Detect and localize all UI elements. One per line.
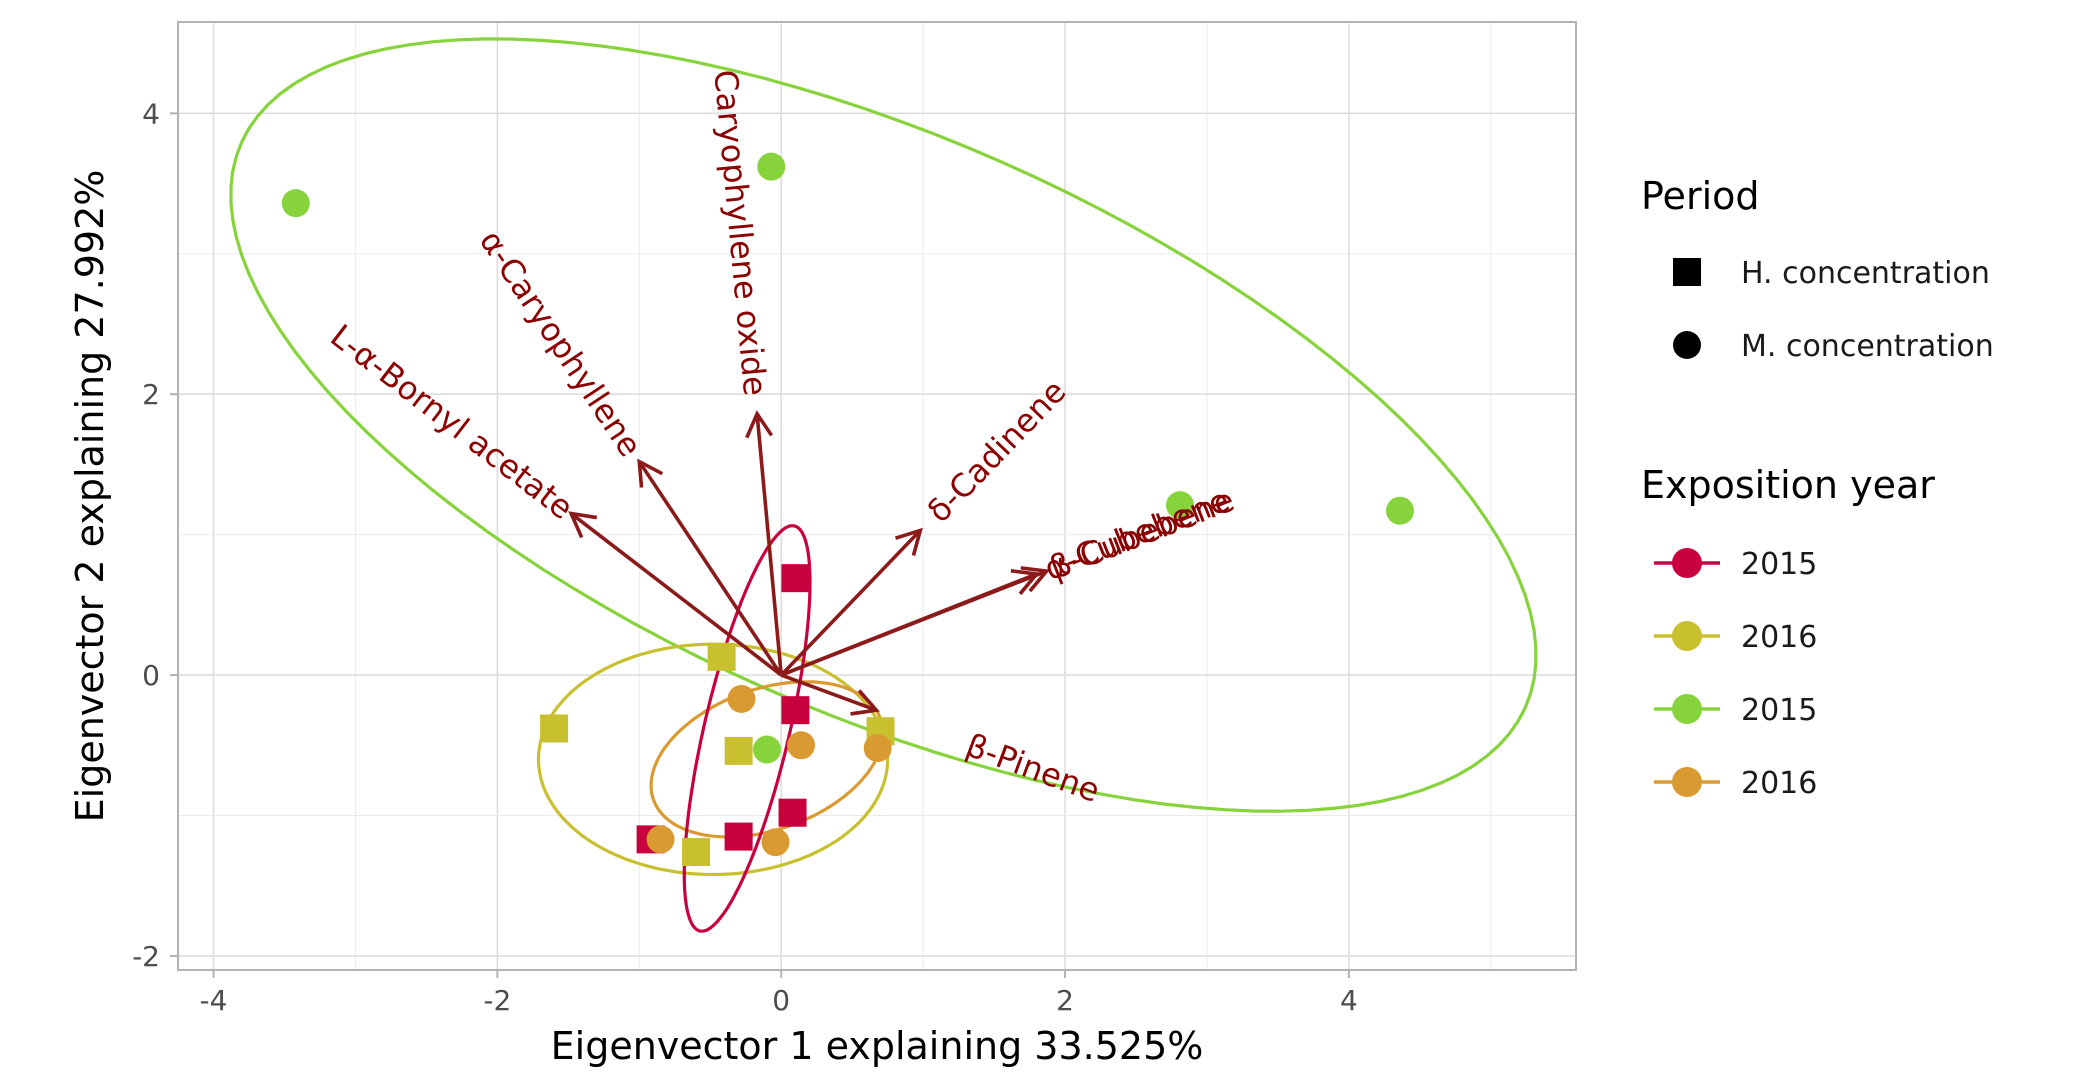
data-point-circle (646, 825, 675, 854)
legend-key-square (1673, 258, 1701, 286)
axis-ticks: -4 -2 0 2 4 -2 0 2 4 (132, 97, 1358, 1017)
data-point-square (781, 696, 810, 725)
y-tick-label: -2 (132, 940, 160, 973)
loading-arrow (780, 673, 880, 716)
x-tick-label: -2 (483, 984, 511, 1017)
confidence-ellipses (229, 37, 1538, 933)
data-point-circle (761, 828, 790, 857)
y-tick-label: 0 (142, 659, 160, 692)
loading-arrow (745, 410, 783, 676)
legend-entry-color: 2015 (1654, 547, 1817, 582)
data-point-square (682, 838, 711, 867)
legend-entry-shape: H. concentration (1673, 256, 1990, 291)
confidence-ellipse (682, 524, 812, 933)
data-point-circle (281, 189, 310, 218)
x-tick-label: 0 (772, 984, 790, 1017)
data-point-circle (863, 734, 892, 763)
loading-arrow (780, 568, 1041, 677)
arrow-head (894, 527, 923, 556)
y-tick-label: 2 (142, 378, 160, 411)
data-point-circle (757, 152, 786, 181)
legend-entry-color: 2016 (1654, 766, 1817, 801)
x-tick-label: 4 (1340, 984, 1358, 1017)
arrow-head (1020, 566, 1051, 593)
arrow-shaft (780, 572, 1038, 677)
legend-key-dot (1672, 767, 1702, 797)
legend-title-period: Period (1641, 174, 1760, 218)
legend-label: M. concentration (1741, 329, 1994, 364)
y-axis-title: Eigenvector 2 explaining 27.992% (68, 170, 112, 823)
legend-key-circle (1673, 331, 1701, 359)
arrow-head (568, 511, 598, 539)
arrow-shaft (779, 529, 922, 677)
arrow-shaft (637, 460, 783, 677)
legend-key-dot (1672, 548, 1702, 578)
arrow-shaft (755, 413, 783, 676)
plot-border (177, 21, 1577, 971)
arrow-head (1010, 568, 1041, 596)
legend-label: 2015 (1741, 547, 1817, 582)
legend-key-dot (1672, 694, 1702, 724)
x-axis-title: Eigenvector 1 explaining 33.525% (551, 1024, 1204, 1068)
legend-label: 2016 (1741, 766, 1817, 801)
data-point-circle (753, 735, 782, 764)
confidence-ellipse (536, 642, 890, 877)
data-point-square (724, 736, 753, 765)
legend-title-exposition-year: Exposition year (1641, 463, 1935, 507)
x-tick-label: -4 (200, 984, 228, 1017)
legend-shape-entries: H. concentration M. concentration (1673, 256, 1994, 364)
x-tick-label: 2 (1056, 984, 1074, 1017)
data-points (281, 152, 1415, 867)
arrow-head (745, 410, 774, 439)
data-point-circle (787, 731, 816, 760)
data-point-square (781, 564, 810, 593)
data-point-circle (727, 684, 756, 713)
data-point-circle (1166, 491, 1195, 520)
legend-label: H. concentration (1741, 256, 1990, 291)
legend-entry-shape: M. concentration (1673, 329, 1994, 364)
plot-panel (178, 22, 1576, 970)
data-point-square (778, 798, 807, 827)
arrow-head (637, 458, 664, 488)
confidence-ellipse (229, 37, 1538, 813)
arrow-shaft (780, 673, 877, 712)
legend-color-entries: 2015 2016 2015 2016 (1654, 547, 1817, 801)
data-point-square (707, 642, 736, 671)
arrow-shaft (570, 512, 783, 677)
arrow-head (850, 689, 880, 716)
legend-entry-color: 2015 (1654, 693, 1817, 728)
y-tick-label: 4 (142, 97, 160, 130)
loading-arrow (568, 511, 783, 677)
data-point-square (540, 714, 569, 743)
legend-key-dot (1672, 621, 1702, 651)
loading-arrow (637, 458, 783, 677)
loading-arrow (779, 527, 923, 677)
legend-entry-color: 2016 (1654, 620, 1817, 655)
legend-label: 2015 (1741, 693, 1817, 728)
data-point-circle (1386, 496, 1415, 525)
legend-label: 2016 (1741, 620, 1817, 655)
data-point-square (724, 822, 753, 851)
loading-arrows (568, 410, 1051, 716)
